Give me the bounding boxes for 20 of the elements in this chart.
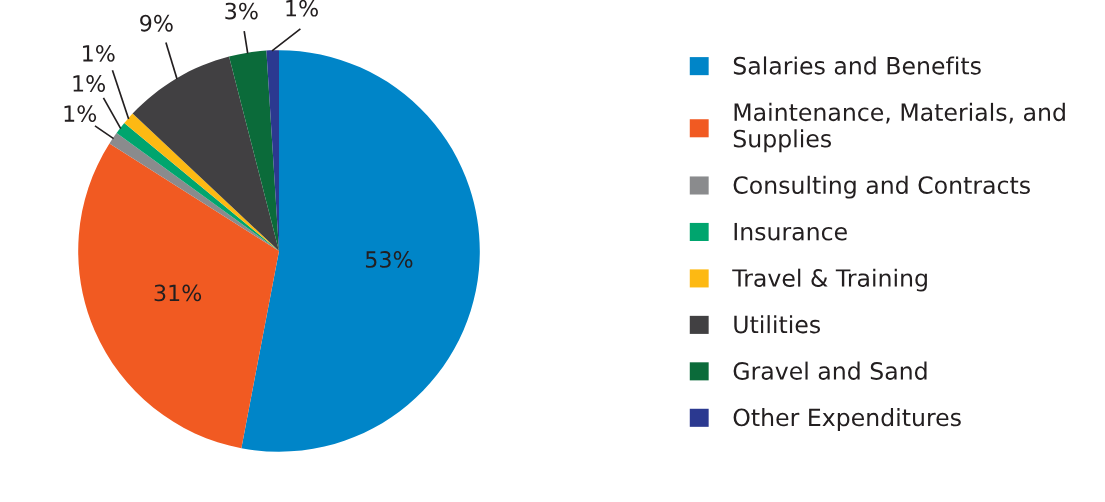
data-label: 31% bbox=[154, 284, 202, 302]
legend-label: Travel & Training bbox=[732, 268, 927, 292]
data-label: 53% bbox=[365, 251, 413, 268]
pie-slice bbox=[241, 50, 480, 452]
data-label: 1% bbox=[83, 44, 115, 62]
legend-label: Insurance bbox=[734, 222, 847, 241]
pie-slice bbox=[229, 50, 279, 251]
legend-label: Consulting and Contracts bbox=[733, 175, 1030, 199]
legend-label: Maintenance, Materials, and Supplies bbox=[733, 102, 1065, 153]
legend-label: Gravel and Sand bbox=[733, 361, 927, 380]
legend-label: Salaries and Benefits bbox=[733, 56, 981, 75]
data-label: 1% bbox=[73, 75, 105, 92]
pie-slice bbox=[132, 56, 279, 251]
data-label: 1% bbox=[64, 105, 97, 123]
pie-slice bbox=[78, 143, 279, 449]
legend-label: Other Expenditures bbox=[733, 408, 961, 431]
data-label: 1% bbox=[286, 0, 318, 17]
data-label: 3% bbox=[225, 2, 258, 20]
legend-label: Utilities bbox=[734, 315, 820, 334]
data-label: 9% bbox=[140, 14, 173, 32]
